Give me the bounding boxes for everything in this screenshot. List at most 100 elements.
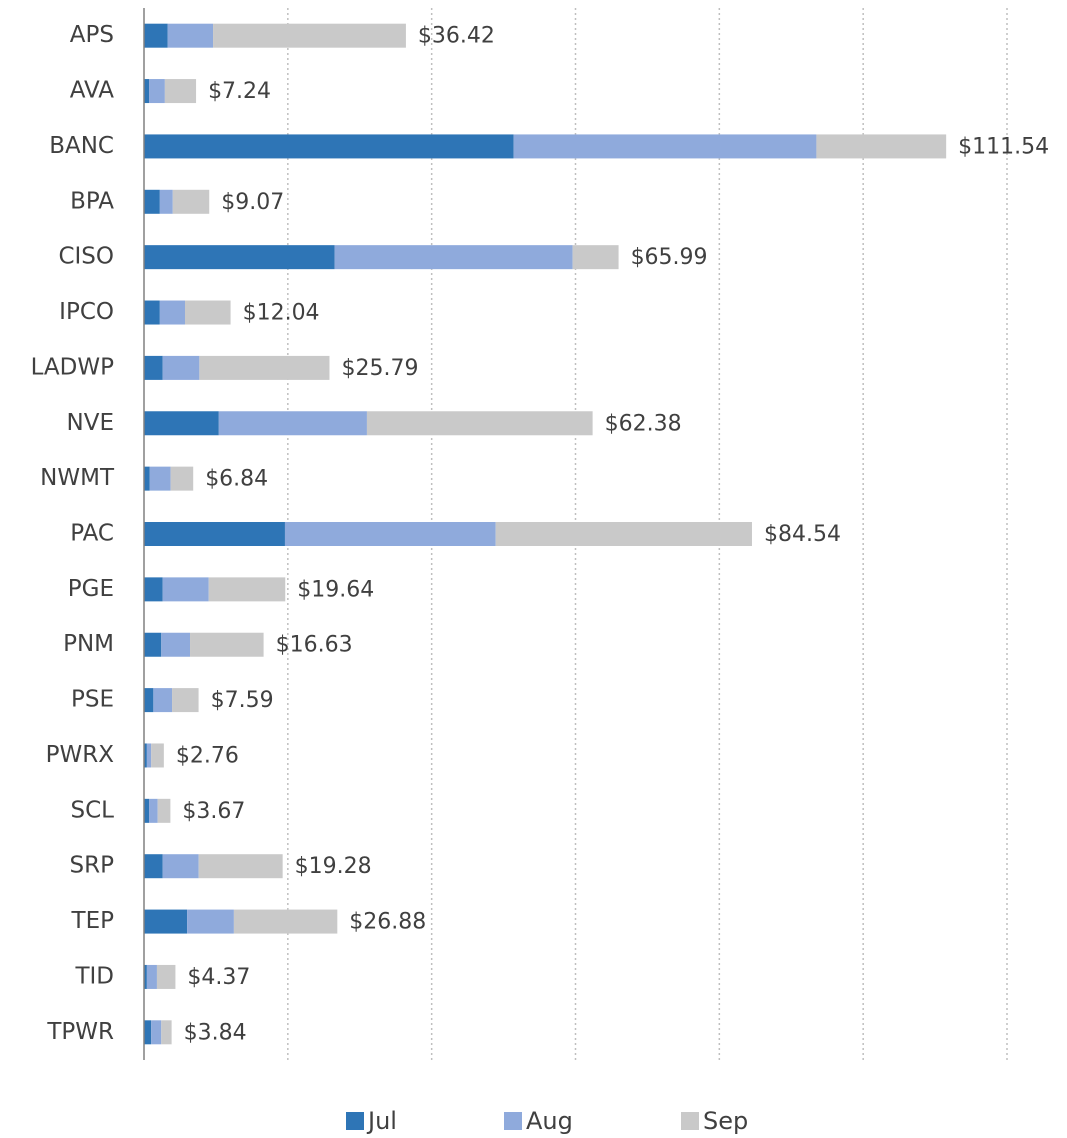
bar-segment	[334, 245, 573, 270]
bar-segment	[162, 577, 209, 602]
total-label: $3.67	[182, 799, 245, 824]
bar-segment	[572, 245, 619, 270]
bar-segment	[144, 245, 335, 270]
bar-segment	[144, 23, 168, 48]
bar-segment	[187, 909, 234, 934]
category-label: PAC	[70, 521, 114, 547]
category-label: APS	[70, 22, 114, 48]
bar-segment	[167, 23, 214, 48]
total-label: $84.54	[764, 522, 841, 547]
category-label: SCL	[71, 797, 115, 823]
bar-segment	[162, 854, 199, 879]
bar-segment	[153, 688, 173, 713]
bar-segment	[199, 355, 330, 380]
bar-segment	[218, 411, 367, 436]
category-label: PGE	[68, 576, 114, 602]
total-label: $26.88	[349, 910, 426, 935]
category-label: TID	[74, 963, 114, 989]
total-label: $2.76	[176, 743, 239, 768]
total-label: $7.24	[208, 79, 271, 104]
legend-swatch	[504, 1112, 522, 1130]
category-label: PNM	[63, 631, 114, 657]
category-label: SRP	[70, 853, 115, 879]
bar-segment	[172, 688, 199, 713]
bar-segment	[190, 632, 264, 657]
category-label: AVA	[70, 78, 115, 104]
legend-label: Jul	[366, 1107, 397, 1135]
total-label: $9.07	[221, 190, 284, 215]
bar-segment	[144, 189, 160, 214]
total-label: $19.64	[297, 577, 374, 602]
category-label: PWRX	[46, 742, 115, 768]
bar-segment	[144, 79, 150, 104]
bar-segment	[144, 909, 188, 934]
legend-swatch	[681, 1112, 699, 1130]
bar-segment	[144, 522, 285, 546]
bar-segment	[144, 134, 514, 159]
category-label: CISO	[58, 244, 114, 270]
bar-segment	[144, 798, 150, 823]
bar-segment	[161, 1020, 172, 1045]
bar-segment	[144, 355, 163, 380]
total-label: $65.99	[631, 245, 708, 270]
legend-swatch	[346, 1112, 364, 1130]
total-label: $6.84	[205, 467, 268, 492]
bar-segment	[144, 688, 154, 713]
legend-label: Aug	[526, 1107, 573, 1135]
bar-segment	[184, 300, 231, 325]
total-label: $4.37	[187, 965, 250, 990]
bar-segment	[513, 134, 817, 159]
bar-segment	[495, 522, 752, 546]
category-label: BANC	[49, 133, 114, 159]
bar-segment	[233, 909, 338, 934]
bar-segment	[164, 79, 197, 104]
legend-label: Sep	[703, 1107, 748, 1135]
bar-segment	[149, 798, 158, 823]
total-label: $36.42	[418, 24, 495, 49]
bar-segment	[159, 189, 173, 214]
bar-segment	[198, 854, 283, 879]
category-label: NVE	[67, 410, 114, 436]
bar-segment	[146, 964, 157, 989]
category-label: NWMT	[40, 465, 115, 491]
bar-segment	[151, 1020, 162, 1045]
total-label: $7.59	[211, 688, 274, 713]
bar-segment	[213, 23, 406, 48]
bar-segment	[157, 798, 171, 823]
category-label: BPA	[70, 188, 114, 214]
bar-segment	[159, 300, 185, 325]
total-label: $62.38	[605, 411, 682, 436]
bar-segment	[149, 466, 171, 491]
bar-segment	[146, 743, 152, 768]
bar-segment	[156, 964, 176, 989]
total-label: $25.79	[341, 356, 418, 381]
bar-segment	[151, 743, 164, 768]
bar-segment	[144, 466, 150, 491]
category-label: TPWR	[46, 1019, 114, 1045]
bar-segment	[816, 134, 947, 159]
bar-segment	[161, 632, 191, 657]
bar-segment	[170, 466, 194, 491]
bar-segment	[144, 1020, 152, 1045]
total-label: $111.54	[958, 134, 1049, 159]
bar-segment	[144, 964, 147, 989]
bar-segment	[144, 854, 163, 879]
bar-segment	[144, 632, 162, 657]
bar-segment	[149, 79, 165, 104]
bar-segment	[144, 577, 163, 602]
total-label: $3.84	[184, 1020, 247, 1045]
total-label: $19.28	[295, 854, 372, 879]
bar-segment	[144, 743, 147, 768]
total-label: $16.63	[276, 633, 353, 658]
bar-segment	[144, 300, 160, 325]
category-label: TEP	[71, 908, 115, 934]
total-label: $12.04	[243, 301, 320, 326]
bar-segment	[144, 411, 219, 436]
bar-segment	[284, 522, 496, 546]
bar-segment	[162, 355, 200, 380]
category-label: IPCO	[59, 299, 114, 325]
category-label: PSE	[71, 687, 114, 713]
category-label: LADWP	[31, 354, 115, 380]
bar-segment	[172, 189, 210, 214]
